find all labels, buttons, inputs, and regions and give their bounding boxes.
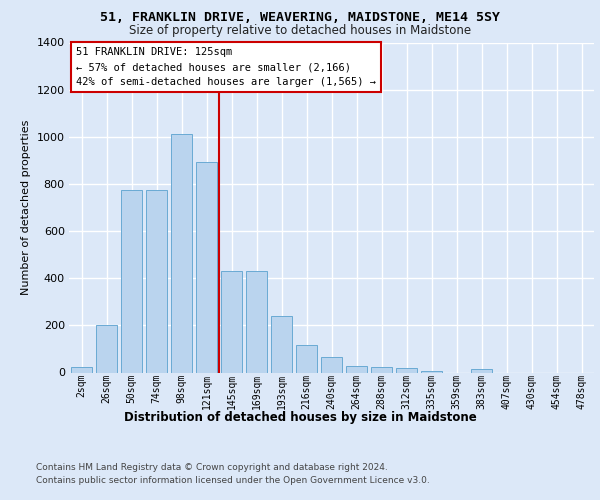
Bar [396, 368, 417, 372]
Bar [196, 162, 217, 372]
Bar [221, 271, 242, 372]
Bar [146, 190, 167, 372]
Text: 51, FRANKLIN DRIVE, WEAVERING, MAIDSTONE, ME14 5SY: 51, FRANKLIN DRIVE, WEAVERING, MAIDSTONE… [100, 11, 500, 24]
Text: Size of property relative to detached houses in Maidstone: Size of property relative to detached ho… [129, 24, 471, 37]
Text: Distribution of detached houses by size in Maidstone: Distribution of detached houses by size … [124, 411, 476, 424]
Bar [171, 134, 192, 372]
Bar [271, 316, 292, 372]
Text: 51 FRANKLIN DRIVE: 125sqm
← 57% of detached houses are smaller (2,166)
42% of se: 51 FRANKLIN DRIVE: 125sqm ← 57% of detac… [76, 48, 376, 87]
Bar [321, 357, 342, 372]
Text: Contains HM Land Registry data © Crown copyright and database right 2024.: Contains HM Land Registry data © Crown c… [36, 462, 388, 471]
Text: Contains public sector information licensed under the Open Government Licence v3: Contains public sector information licen… [36, 476, 430, 485]
Bar [96, 326, 117, 372]
Bar [371, 366, 392, 372]
Bar [421, 370, 442, 372]
Bar [71, 366, 92, 372]
Bar [296, 346, 317, 372]
Bar [471, 370, 492, 372]
Bar [121, 190, 142, 372]
Y-axis label: Number of detached properties: Number of detached properties [21, 120, 31, 295]
Bar [346, 366, 367, 372]
Bar [246, 271, 267, 372]
